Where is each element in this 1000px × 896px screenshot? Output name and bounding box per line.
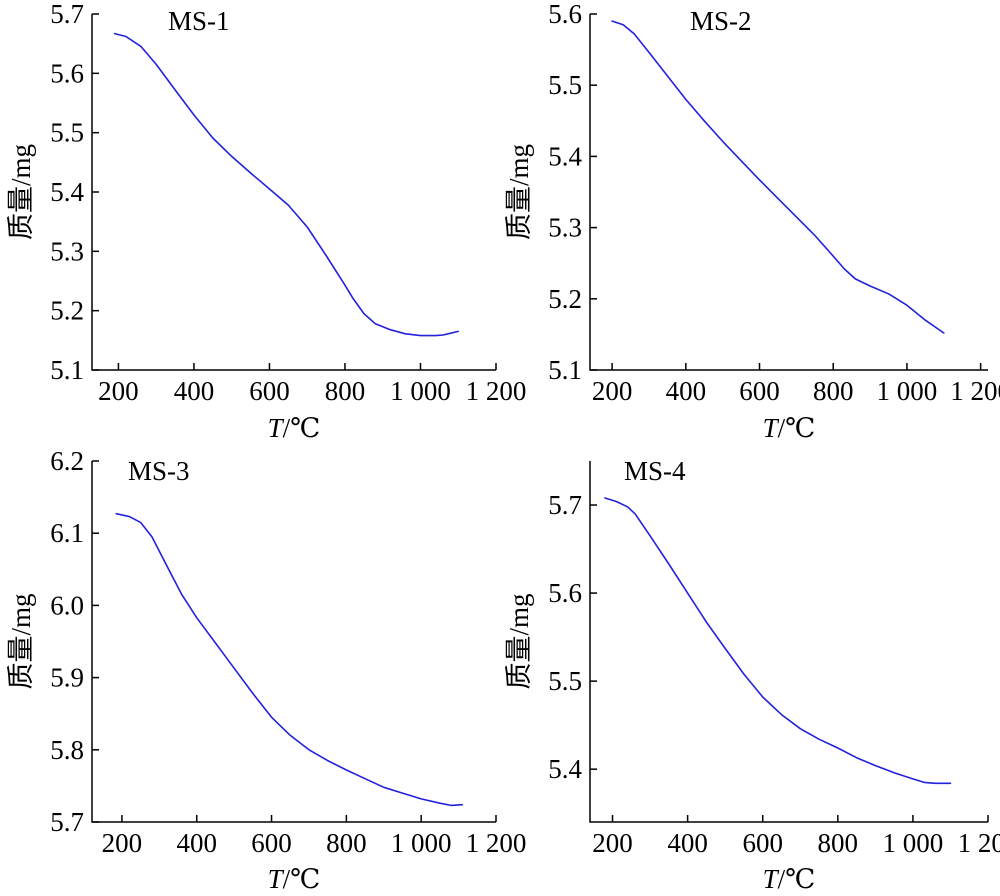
x-axis-title: T/℃	[763, 413, 816, 443]
x-tick-label: 1 200	[466, 376, 527, 406]
series-line-1	[611, 20, 945, 334]
panel-3: 200 400 600 800 1 000 1 200 5.7 5.8 5.9 6.0 6.1 6.2…	[6, 446, 526, 894]
y-axis-title: 质量/mg	[504, 144, 534, 240]
panel-2: 200 400 600 800 1 000 1 200 5.1 5.2 5.3 5.4 5.5 5.6…	[504, 0, 1000, 443]
y-tick-label: 5.6	[50, 58, 84, 88]
y-tick-label: 5.3	[548, 213, 582, 243]
x-tick-label: 1 200	[958, 828, 1000, 858]
series-line-1	[604, 497, 952, 785]
axes-frame	[589, 14, 988, 371]
y-tick-label: 5.2	[548, 284, 582, 314]
x-tick-label: 1 000	[877, 376, 938, 406]
x-axis-title-unit: /℃	[778, 864, 816, 894]
x-tick-label: 200	[102, 828, 143, 858]
y-tick-label: 5.4	[548, 754, 582, 784]
x-tick-label: 1 000	[390, 376, 451, 406]
x-tick-label: 200	[592, 828, 633, 858]
x-axis-title-symbol: T	[268, 413, 285, 443]
x-tick-label: 600	[739, 376, 780, 406]
x-axis-title-symbol: T	[268, 864, 285, 894]
panel-label: MS-3	[128, 456, 190, 486]
x-tick-label: 800	[325, 376, 366, 406]
axes-frame	[91, 14, 496, 371]
x-axis-title: T/℃	[763, 864, 816, 894]
y-tick-label: 6.1	[50, 518, 84, 548]
y-tick-label: 5.1	[548, 355, 582, 385]
x-tick-label: 1 000	[391, 828, 452, 858]
y-tick-label: 5.4	[50, 177, 84, 207]
x-tick-label: 1 200	[950, 376, 1000, 406]
y-tick-label: 5.3	[50, 236, 84, 266]
y-tick-label: 6.2	[50, 446, 84, 476]
x-tick-label: 1 000	[883, 828, 944, 858]
panel-1: 200 400 600 800 1 000 1 200 5.1 5.2 5.3 5.4 5.5 5.6…	[6, 0, 526, 443]
y-tick-label: 5.7	[50, 0, 84, 29]
panel-4: 200 400 600 800 1 000 1 200 5.4 5.5 5.6 5.7 MS-4 T/…	[504, 456, 1000, 894]
y-tick-label: 5.4	[548, 141, 582, 171]
y-tick-label: 5.5	[548, 70, 582, 100]
y-tick-label: 5.6	[548, 0, 582, 29]
y-tick-label: 5.7	[548, 490, 582, 520]
series-line-1	[113, 32, 460, 337]
y-axis-title: 质量/mg	[6, 144, 36, 240]
x-tick-label: 600	[249, 376, 290, 406]
x-axis-title-unit: /℃	[778, 413, 816, 443]
x-axis-title-symbol: T	[763, 864, 780, 894]
x-tick-label: 400	[667, 828, 708, 858]
x-tick-label: 800	[813, 376, 854, 406]
x-tick-label: 200	[98, 376, 139, 406]
y-tick-label: 6.0	[50, 590, 84, 620]
series-line-1	[115, 512, 464, 807]
x-tick-label: 400	[174, 376, 215, 406]
x-axis-title-unit: /℃	[283, 864, 321, 894]
x-axis-title: T/℃	[268, 864, 321, 894]
x-axis-title-symbol: T	[763, 413, 780, 443]
x-tick-label: 200	[592, 376, 633, 406]
panel-label: MS-2	[690, 6, 752, 36]
y-axis-title: 质量/mg	[504, 593, 534, 689]
x-tick-label: 800	[326, 828, 367, 858]
x-tick-label: 800	[818, 828, 859, 858]
axes-frame	[589, 461, 988, 823]
y-tick-label: 5.2	[50, 296, 84, 326]
y-tick-label: 5.7	[50, 807, 84, 837]
y-tick-label: 5.5	[50, 118, 84, 148]
x-tick-label: 600	[251, 828, 292, 858]
x-tick-label: 400	[666, 376, 707, 406]
x-tick-label: 600	[742, 828, 783, 858]
y-axis-title: 质量/mg	[6, 593, 36, 689]
panel-label: MS-4	[624, 456, 686, 486]
y-tick-label: 5.9	[50, 663, 84, 693]
y-tick-label: 5.5	[548, 666, 582, 696]
axes-frame	[91, 461, 496, 823]
x-axis-title: T/℃	[268, 413, 321, 443]
y-tick-label: 5.8	[50, 735, 84, 765]
y-tick-label: 5.1	[50, 355, 84, 385]
y-tick-label: 5.6	[548, 578, 582, 608]
x-axis-title-unit: /℃	[283, 413, 321, 443]
panel-label: MS-1	[168, 6, 230, 36]
x-tick-label: 400	[176, 828, 217, 858]
x-tick-label: 1 200	[466, 828, 527, 858]
